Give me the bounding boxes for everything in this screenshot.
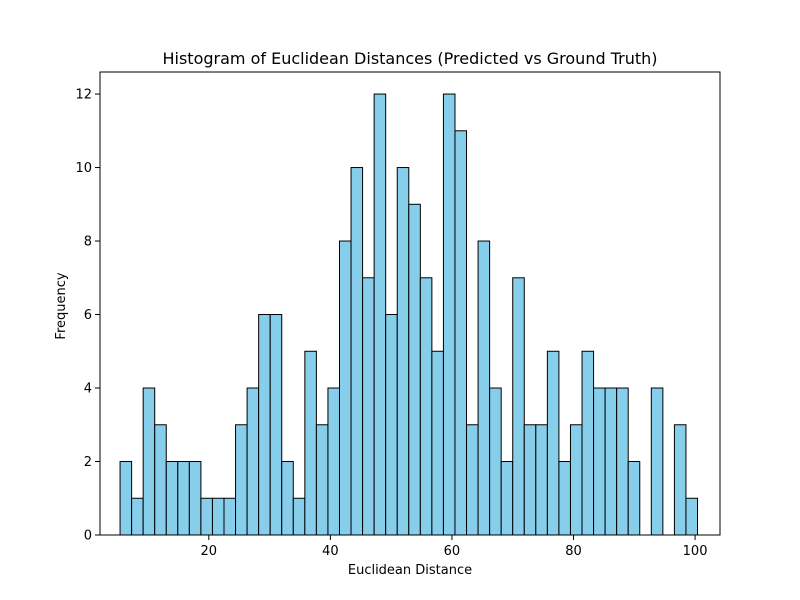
histogram-bar bbox=[315, 424, 329, 536]
histogram-bar bbox=[627, 461, 641, 536]
bars-group bbox=[119, 93, 699, 536]
plot-frame bbox=[99, 71, 721, 536]
histogram-bar bbox=[211, 497, 225, 536]
histogram-bar bbox=[673, 424, 687, 536]
x-tick-label: 20 bbox=[201, 544, 218, 559]
histogram-bar bbox=[142, 387, 156, 536]
histogram-bar bbox=[500, 461, 514, 536]
histogram-bar bbox=[650, 387, 664, 536]
histogram-bar bbox=[350, 167, 364, 536]
histogram-bar bbox=[373, 93, 387, 536]
histogram-bar bbox=[523, 424, 537, 536]
x-axis-label: Euclidean Distance bbox=[348, 563, 472, 578]
y-ticks-group: 0 2 4 6 8 10 12 bbox=[75, 88, 100, 544]
histogram-bar bbox=[338, 240, 352, 536]
histogram-bar bbox=[442, 93, 456, 536]
histogram-bar bbox=[454, 130, 468, 536]
histogram-bar bbox=[131, 497, 144, 536]
y-tick-label: 6 bbox=[84, 308, 92, 323]
histogram-bar bbox=[188, 461, 202, 536]
histogram-bar bbox=[154, 424, 167, 536]
histogram-bar bbox=[535, 424, 548, 536]
y-tick-label: 10 bbox=[75, 161, 92, 176]
histogram-bar bbox=[685, 497, 699, 536]
histogram-bar bbox=[246, 387, 260, 536]
y-tick-label: 0 bbox=[84, 529, 92, 544]
y-tick-label: 4 bbox=[84, 382, 92, 397]
histogram-bar bbox=[419, 277, 433, 536]
histogram-bar bbox=[616, 387, 629, 536]
histogram-bar bbox=[396, 167, 410, 536]
histogram-bar bbox=[408, 203, 421, 536]
histogram-bar bbox=[292, 497, 306, 536]
histogram-bar bbox=[466, 424, 479, 536]
histogram-bar bbox=[235, 424, 248, 536]
histogram-bar bbox=[558, 461, 571, 536]
histogram-bar bbox=[119, 461, 133, 536]
y-axis-label: Frequency bbox=[54, 272, 69, 339]
histogram-bar bbox=[546, 350, 560, 536]
histogram-bar bbox=[581, 350, 595, 536]
histogram-bar bbox=[431, 350, 444, 536]
histogram-bar bbox=[477, 240, 491, 536]
x-ticks-group: 20 40 60 80 100 bbox=[201, 535, 708, 559]
histogram-bar bbox=[362, 277, 375, 536]
y-tick-label: 2 bbox=[84, 455, 92, 470]
y-tick-label: 12 bbox=[75, 88, 92, 103]
histogram-bar bbox=[258, 314, 271, 536]
x-tick-label: 100 bbox=[683, 544, 708, 559]
histogram-bar bbox=[489, 387, 502, 536]
histogram-bar bbox=[569, 424, 583, 536]
histogram-bar bbox=[165, 461, 179, 536]
histogram-bar bbox=[385, 314, 398, 536]
y-tick-label: 8 bbox=[84, 235, 92, 250]
histogram-bar bbox=[200, 497, 213, 536]
x-tick-label: 80 bbox=[565, 544, 582, 559]
histogram-bar bbox=[281, 461, 294, 536]
histogram-bar bbox=[512, 277, 525, 536]
chart-title: Histogram of Euclidean Distances (Predic… bbox=[162, 49, 657, 68]
histogram-bar bbox=[304, 350, 317, 536]
histogram-bar bbox=[604, 387, 618, 536]
histogram-bar bbox=[223, 497, 237, 536]
x-tick-label: 40 bbox=[322, 544, 339, 559]
histogram-bar bbox=[269, 314, 283, 536]
histogram-bar bbox=[177, 461, 190, 536]
x-tick-label: 60 bbox=[444, 544, 461, 559]
histogram-bar bbox=[327, 387, 340, 536]
histogram-bar bbox=[593, 387, 606, 536]
